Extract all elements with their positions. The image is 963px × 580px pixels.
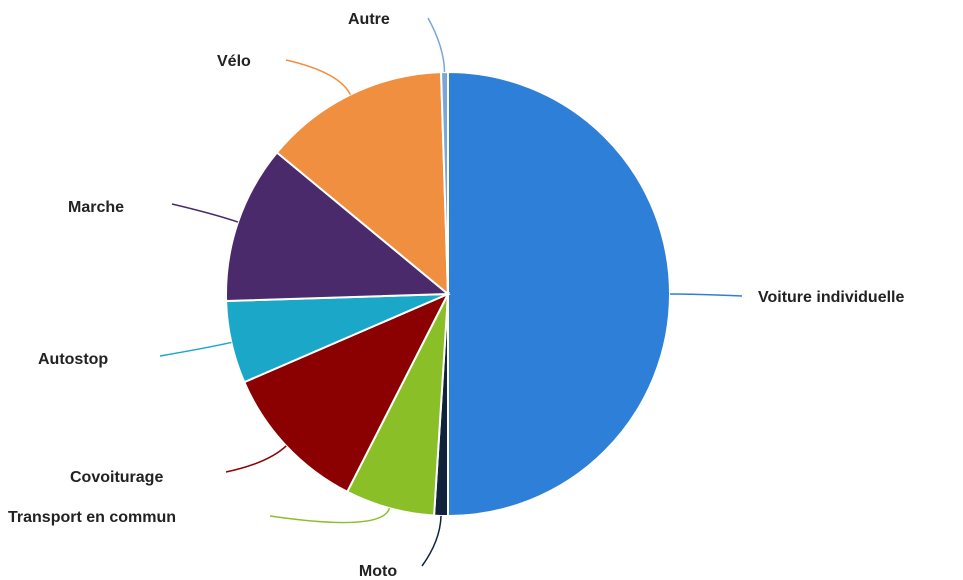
slice-label: Moto <box>359 563 397 580</box>
leader-line <box>421 515 442 567</box>
pie-slice <box>242 291 451 494</box>
leader-line <box>427 17 446 73</box>
slice-label: Vélo <box>217 53 251 70</box>
pie-slice <box>447 70 671 518</box>
leader-line <box>225 445 287 473</box>
leader-line <box>669 293 743 297</box>
slice-label: Transport en commun <box>8 509 176 526</box>
leader-line <box>171 203 239 223</box>
slice-label: Covoiturage <box>70 469 163 486</box>
slice-label: Marche <box>68 199 124 216</box>
leader-line <box>159 341 232 357</box>
leader-line <box>285 59 352 95</box>
leader-line <box>269 507 391 524</box>
slice-label: Voiture individuelle <box>758 289 904 306</box>
pie-slice <box>225 151 451 303</box>
slice-label: Autostop <box>38 351 108 368</box>
slice-label: Autre <box>348 11 390 28</box>
